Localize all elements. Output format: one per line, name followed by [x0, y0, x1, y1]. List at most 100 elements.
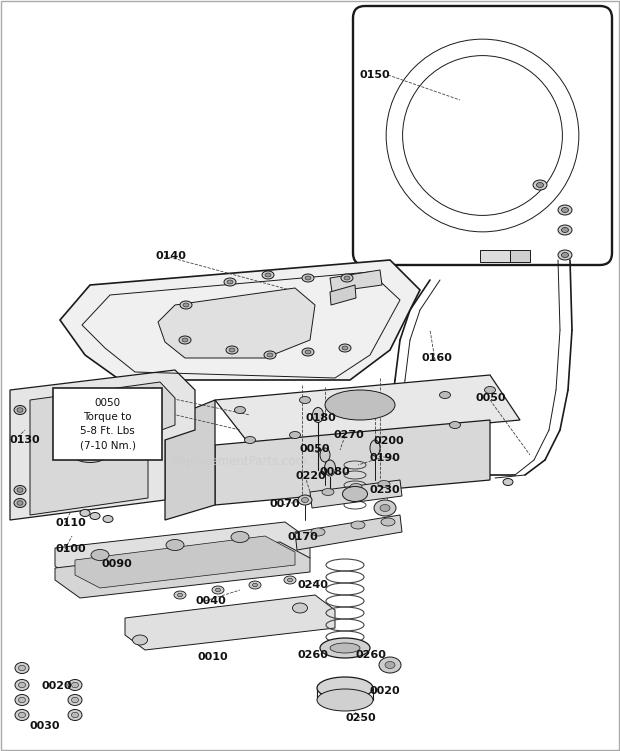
- Ellipse shape: [224, 278, 236, 286]
- Ellipse shape: [14, 499, 26, 508]
- Ellipse shape: [322, 488, 334, 496]
- Ellipse shape: [284, 576, 296, 584]
- Ellipse shape: [103, 515, 113, 523]
- Ellipse shape: [378, 481, 390, 487]
- Ellipse shape: [330, 643, 360, 653]
- Ellipse shape: [252, 584, 257, 587]
- Polygon shape: [310, 480, 402, 508]
- Ellipse shape: [344, 276, 350, 280]
- Polygon shape: [330, 270, 382, 292]
- Ellipse shape: [374, 500, 396, 516]
- Ellipse shape: [290, 432, 301, 439]
- Polygon shape: [295, 515, 402, 550]
- Ellipse shape: [264, 351, 276, 359]
- Polygon shape: [110, 388, 157, 408]
- Polygon shape: [125, 595, 335, 650]
- Text: ReplacementParts.com: ReplacementParts.com: [172, 456, 308, 469]
- Ellipse shape: [68, 710, 82, 720]
- Ellipse shape: [267, 353, 273, 357]
- Polygon shape: [510, 250, 530, 262]
- Ellipse shape: [558, 205, 572, 215]
- Ellipse shape: [133, 635, 148, 645]
- Ellipse shape: [350, 484, 362, 490]
- Text: 0140: 0140: [155, 251, 186, 261]
- Text: 0170: 0170: [288, 532, 319, 542]
- Ellipse shape: [231, 532, 249, 542]
- Text: 0240: 0240: [298, 580, 329, 590]
- Text: 0110: 0110: [56, 518, 87, 528]
- Polygon shape: [165, 400, 215, 520]
- Ellipse shape: [15, 695, 29, 705]
- Ellipse shape: [305, 350, 311, 354]
- Polygon shape: [158, 288, 315, 358]
- Text: 0050: 0050: [300, 444, 330, 454]
- Text: 0230: 0230: [370, 485, 401, 495]
- Ellipse shape: [19, 665, 25, 671]
- Ellipse shape: [450, 421, 461, 429]
- Ellipse shape: [68, 680, 82, 690]
- FancyBboxPatch shape: [353, 6, 612, 265]
- Ellipse shape: [71, 697, 79, 703]
- Ellipse shape: [558, 250, 572, 260]
- Text: 0200: 0200: [373, 436, 404, 446]
- Polygon shape: [10, 370, 195, 520]
- Text: 0130: 0130: [10, 435, 41, 445]
- Ellipse shape: [71, 682, 79, 688]
- Text: 0080: 0080: [320, 467, 351, 477]
- Ellipse shape: [71, 433, 109, 457]
- Ellipse shape: [325, 390, 395, 420]
- Text: 0160: 0160: [422, 353, 453, 363]
- Text: 0030: 0030: [30, 721, 61, 731]
- Ellipse shape: [385, 662, 395, 668]
- Ellipse shape: [91, 550, 109, 560]
- Ellipse shape: [342, 346, 348, 350]
- Ellipse shape: [370, 440, 380, 456]
- Ellipse shape: [301, 497, 309, 502]
- Text: 0250: 0250: [345, 713, 376, 723]
- Polygon shape: [30, 382, 175, 515]
- Ellipse shape: [440, 391, 451, 399]
- Ellipse shape: [68, 695, 82, 705]
- Polygon shape: [215, 375, 520, 445]
- Ellipse shape: [19, 682, 25, 688]
- Ellipse shape: [317, 677, 373, 699]
- Ellipse shape: [298, 495, 312, 505]
- Ellipse shape: [302, 348, 314, 356]
- Ellipse shape: [484, 387, 495, 394]
- Ellipse shape: [226, 346, 238, 354]
- Ellipse shape: [379, 657, 401, 673]
- Ellipse shape: [302, 274, 314, 282]
- Polygon shape: [215, 420, 490, 505]
- Text: 0260: 0260: [298, 650, 329, 660]
- Text: 0060: 0060: [55, 420, 86, 430]
- Ellipse shape: [311, 528, 325, 536]
- Ellipse shape: [533, 180, 547, 190]
- Ellipse shape: [177, 593, 182, 597]
- Ellipse shape: [299, 397, 311, 403]
- Ellipse shape: [262, 271, 274, 279]
- Text: 0040: 0040: [195, 596, 226, 606]
- Ellipse shape: [380, 505, 390, 511]
- Ellipse shape: [80, 509, 90, 517]
- Text: 0220: 0220: [295, 471, 326, 481]
- Ellipse shape: [312, 408, 324, 423]
- Polygon shape: [55, 522, 310, 585]
- Ellipse shape: [305, 276, 311, 280]
- Text: 0270: 0270: [333, 430, 364, 440]
- Ellipse shape: [17, 408, 23, 412]
- Text: 0100: 0100: [56, 544, 87, 554]
- Ellipse shape: [174, 591, 186, 599]
- Polygon shape: [330, 285, 356, 305]
- Ellipse shape: [182, 338, 188, 342]
- Ellipse shape: [244, 436, 255, 444]
- Ellipse shape: [15, 680, 29, 690]
- Ellipse shape: [90, 512, 100, 520]
- Polygon shape: [480, 250, 510, 262]
- Ellipse shape: [15, 662, 29, 674]
- Ellipse shape: [212, 586, 224, 594]
- Ellipse shape: [562, 252, 569, 258]
- Text: 0010: 0010: [198, 652, 229, 662]
- Polygon shape: [55, 542, 310, 598]
- Text: 0070: 0070: [270, 499, 301, 509]
- Ellipse shape: [293, 603, 308, 613]
